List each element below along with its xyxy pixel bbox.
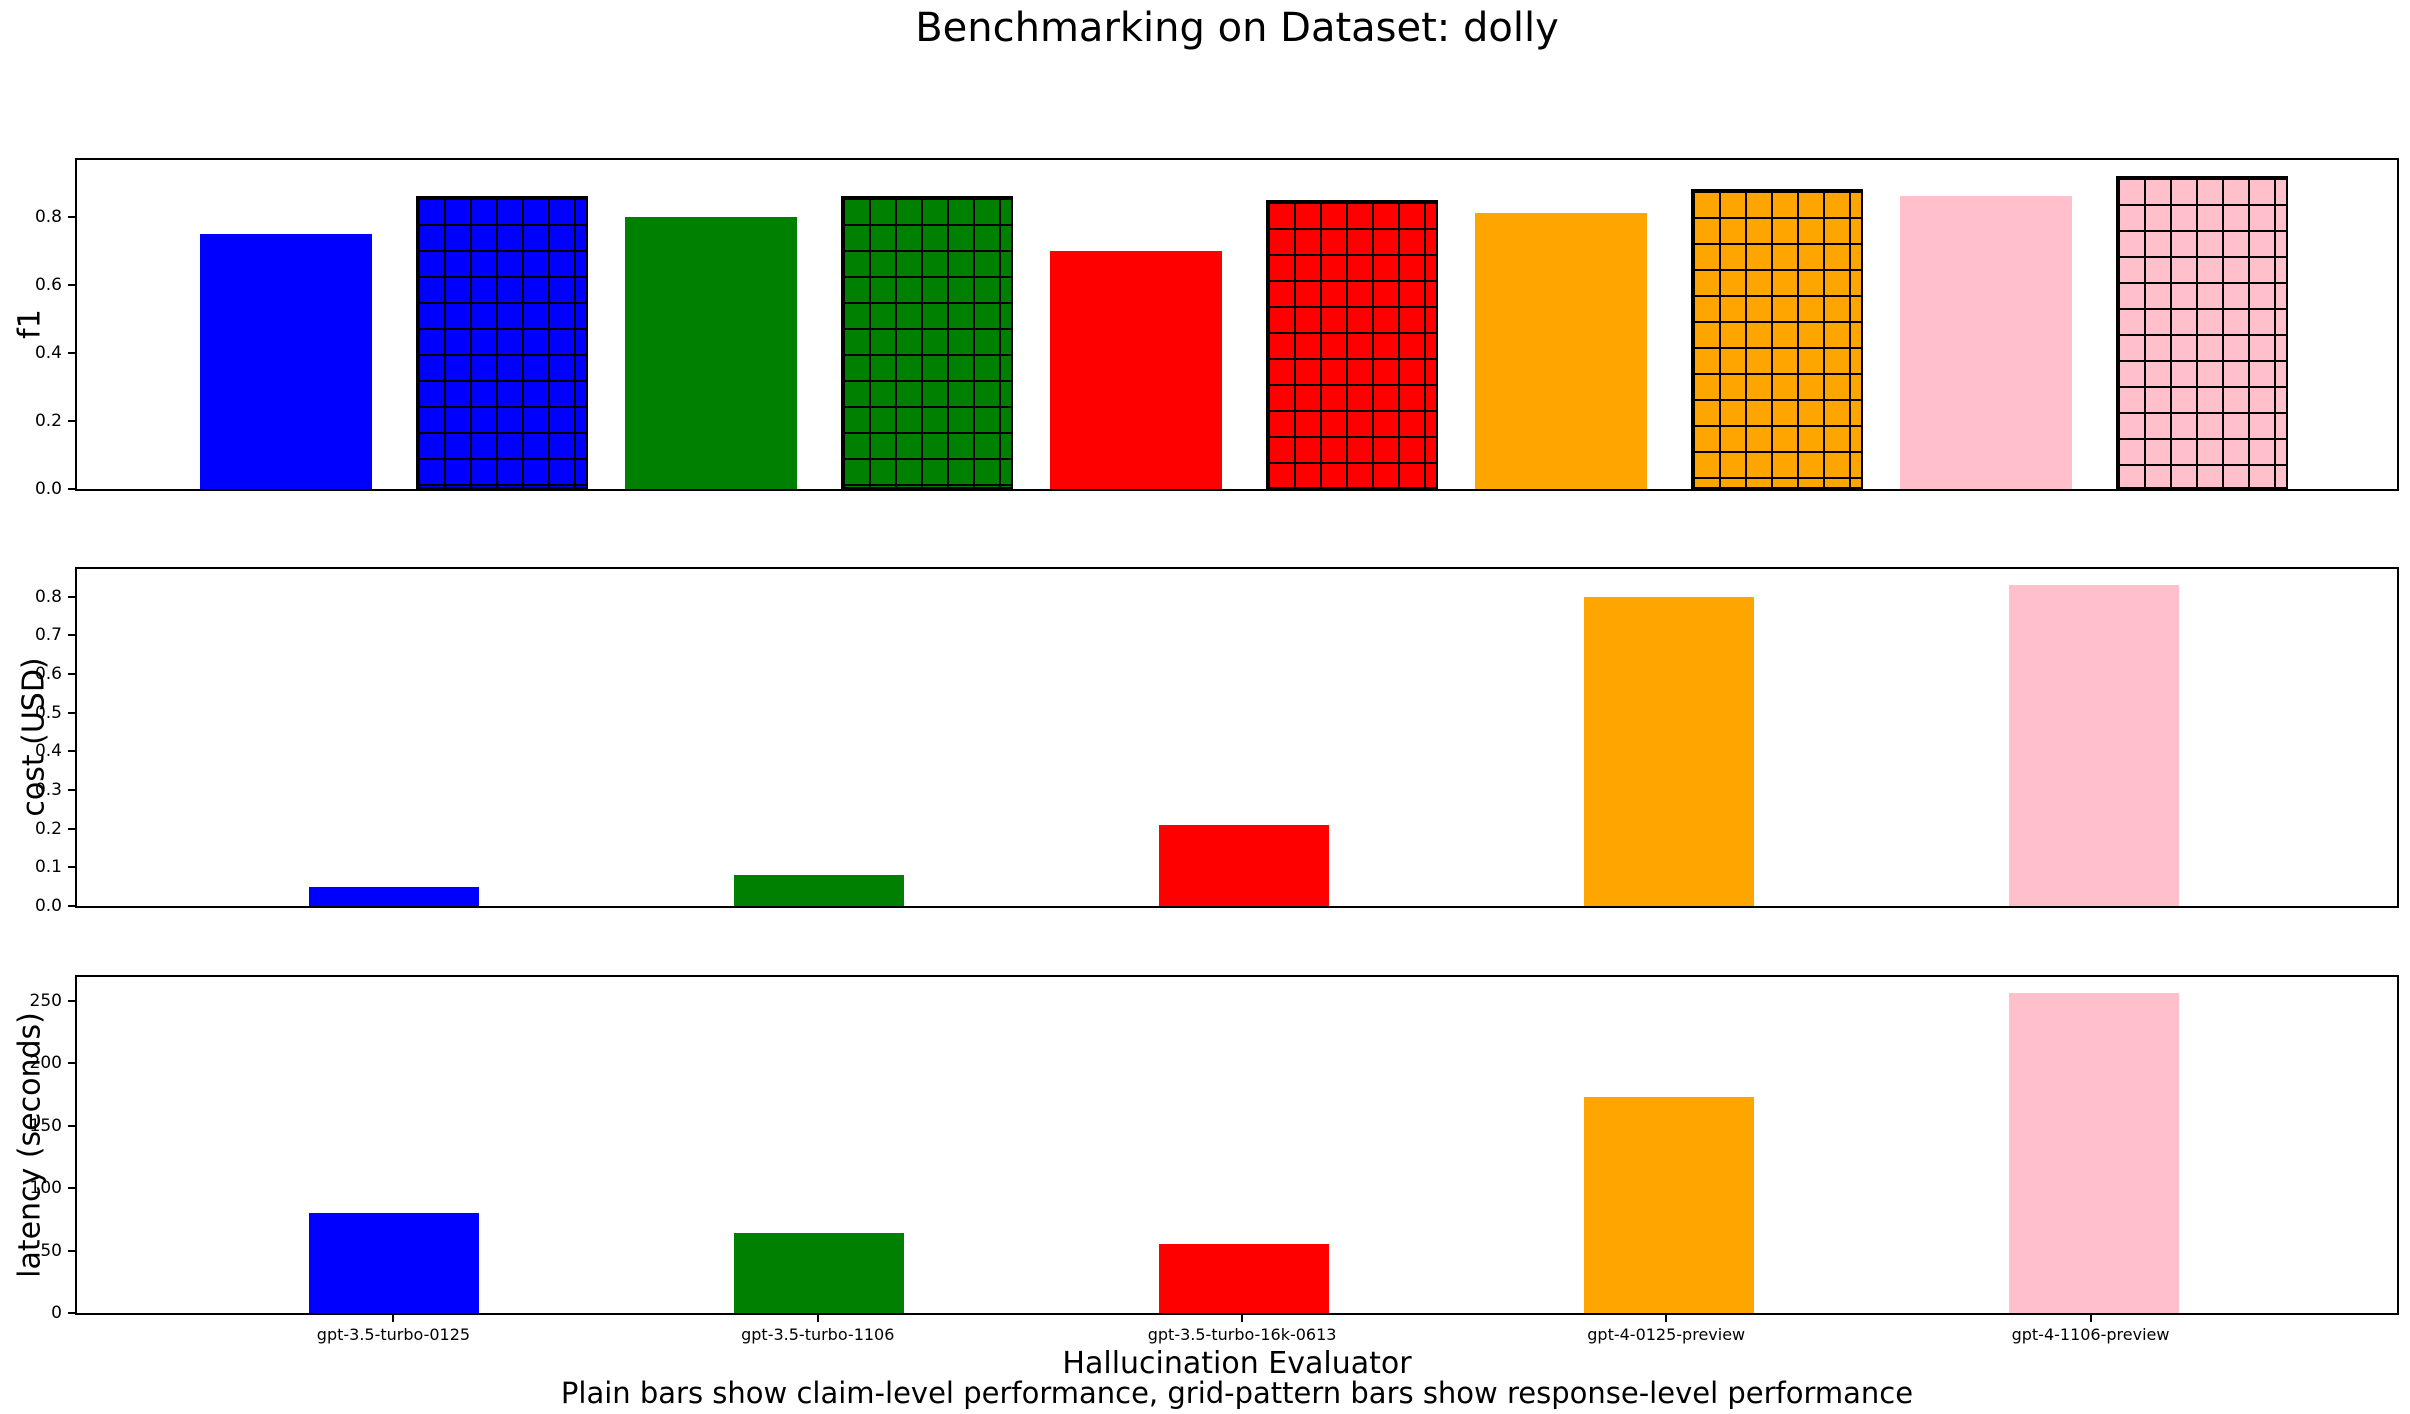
cost-axis-label: cost (USD): [16, 657, 52, 817]
f1-plot-area: 0.0 0.2 0.4 0.6 0.8: [35, 158, 2399, 498]
x-tick-label-gpt-3.5-turbo-16k-0613: gpt-3.5-turbo-16k-0613: [1147, 1325, 1337, 1344]
y-tick-label: 100: [29, 1178, 62, 1199]
bar-gpt-3.5-turbo-16k-0613-latency: [1159, 1244, 1329, 1313]
bar-gpt-3.5-turbo-1106-response-level: [841, 196, 1013, 489]
y-tick-mark: [68, 1312, 77, 1314]
y-tick-mark: [68, 634, 77, 637]
bar-gpt-3.5-turbo-1106-cost: [734, 875, 904, 906]
y-tick-mark: [68, 215, 77, 218]
y-tick-label: 0.2: [34, 410, 62, 431]
bar-gpt-4-1106-preview-cost: [2009, 585, 2179, 906]
y-tick-mark: [68, 711, 77, 714]
y-tick-label: 0.4: [34, 741, 62, 762]
bar-gpt-4-0125-preview-response-level: [1691, 189, 1863, 489]
latency-chart: 0 50 100 150 200 250 gpt-3.5-turbo-0125 gpt-3.5…: [30, 975, 2399, 1344]
y-tick-label: 0.3: [34, 780, 62, 801]
y-tick-mark: [68, 866, 77, 869]
bar-gpt-3.5-turbo-0125-response-level: [416, 196, 588, 489]
x-axis-label: Hallucination Evaluator: [1062, 1346, 1412, 1381]
y-tick-label: 0.7: [34, 625, 62, 646]
bar-gpt-4-1106-preview-claim-level: [1900, 196, 2072, 489]
y-tick-mark: [68, 999, 77, 1002]
y-tick-label: 0.5: [34, 702, 62, 723]
bar-gpt-4-0125-preview-latency: [1584, 1096, 1754, 1313]
y-tick-label: 0.2: [34, 818, 62, 839]
bar-gpt-4-1106-preview-latency: [2009, 993, 2179, 1313]
figure-title: Benchmarking on Dataset: dolly: [915, 5, 1559, 51]
y-tick-mark: [68, 283, 77, 286]
y-tick-mark: [68, 488, 77, 490]
y-tick-mark: [68, 595, 77, 598]
y-tick-label: 0.8: [34, 206, 62, 227]
bar-gpt-4-0125-preview-claim-level: [1475, 213, 1647, 489]
bar-gpt-3.5-turbo-0125-cost: [309, 886, 479, 906]
x-tick-label-gpt-4-0125-preview: gpt-4-0125-preview: [1587, 1325, 1746, 1344]
bar-gpt-3.5-turbo-1106-claim-level: [625, 216, 797, 489]
x-tick-label-gpt-4-1106-preview: gpt-4-1106-preview: [2011, 1325, 2170, 1344]
bar-gpt-3.5-turbo-0125-latency: [309, 1213, 479, 1313]
y-tick-mark: [68, 827, 77, 830]
bar-gpt-3.5-turbo-16k-0613-cost: [1159, 824, 1329, 906]
y-tick-mark: [68, 750, 77, 753]
y-tick-mark: [68, 419, 77, 422]
y-tick-mark: [68, 351, 77, 354]
latency-plot-area: 0 50 100 150 200 250 gpt-3.5-turbo-0125 gpt-3.5…: [30, 975, 2399, 1344]
y-tick-label: 250: [29, 990, 62, 1011]
bar-gpt-3.5-turbo-16k-0613-response-level: [1266, 199, 1438, 489]
y-tick-mark: [68, 1187, 77, 1190]
bar-gpt-3.5-turbo-0125-claim-level: [200, 233, 372, 489]
bar-gpt-3.5-turbo-1106-latency: [734, 1233, 904, 1313]
y-tick-mark: [68, 1124, 77, 1127]
figure-caption: Plain bars show claim-level performance,…: [560, 1376, 1914, 1410]
y-tick-label: 50: [40, 1240, 62, 1261]
y-tick-label: 150: [29, 1115, 62, 1136]
bar-gpt-4-0125-preview-cost: [1584, 596, 1754, 906]
y-tick-label: 200: [29, 1053, 62, 1074]
y-tick-label: 0.0: [34, 896, 62, 916]
x-tick-mark: [1241, 1313, 1244, 1322]
y-tick-label: 0.6: [34, 274, 62, 295]
bar-gpt-4-1106-preview-response-level: [2116, 175, 2288, 489]
y-tick-label: 0.4: [34, 342, 62, 363]
bar-gpt-3.5-turbo-16k-0613-claim-level: [1050, 250, 1222, 489]
x-tick-mark: [1665, 1313, 1668, 1322]
y-tick-label: 0: [51, 1303, 62, 1323]
x-tick-label-gpt-3.5-turbo-0125: gpt-3.5-turbo-0125: [316, 1325, 471, 1344]
y-tick-mark: [68, 905, 77, 907]
f1-axis-label: f1: [12, 309, 48, 339]
y-tick-label: 0.1: [34, 857, 62, 878]
x-tick-mark: [2089, 1313, 2092, 1322]
x-tick-mark: [392, 1313, 395, 1322]
latency-axis-label: latency (seconds): [12, 1012, 48, 1278]
cost-plot-area: 0.0 0.1 0.2 0.3 0.4 0.5 0.6 0.7 0.8: [35, 567, 2399, 915]
f1-chart: 0.0 0.2 0.4 0.6 0.8: [35, 158, 2399, 498]
y-tick-label: 0.8: [34, 586, 62, 607]
y-tick-mark: [68, 673, 77, 676]
cost-chart: 0.0 0.1 0.2 0.3 0.4 0.5 0.6 0.7 0.8: [35, 567, 2399, 915]
y-tick-mark: [68, 1062, 77, 1065]
x-tick-mark: [816, 1313, 819, 1322]
x-tick-label-gpt-3.5-turbo-1106: gpt-3.5-turbo-1106: [741, 1325, 895, 1344]
y-tick-label: 0.0: [34, 479, 62, 499]
y-tick-mark: [68, 1249, 77, 1252]
y-tick-label: 0.6: [34, 664, 62, 685]
y-tick-mark: [68, 789, 77, 792]
